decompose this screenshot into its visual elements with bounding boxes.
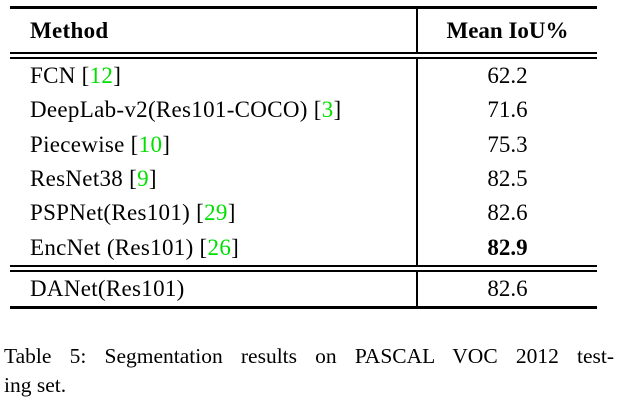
table-top-rule xyxy=(10,6,597,9)
mean-iou-value: 82.6 xyxy=(416,271,597,306)
table-caption: Table 5: Segmentation results on PASCAL … xyxy=(4,342,614,400)
table-row: DANet(Res101) 82.6 xyxy=(10,271,597,306)
column-header-mean-iou: Mean IoU% xyxy=(416,9,597,52)
method-cell: DeepLab-v2(Res101-COCO) [3] xyxy=(10,93,416,127)
citation-link[interactable]: [10] xyxy=(131,132,171,158)
method-cell: PSPNet(Res101) [29] xyxy=(10,196,416,230)
citation-number[interactable]: 10 xyxy=(138,131,163,157)
table-footer: DANet(Res101) 82.6 xyxy=(10,271,597,306)
method-cell: FCN [12] xyxy=(10,59,416,93)
citation-number[interactable]: 29 xyxy=(204,200,228,226)
citation-link[interactable]: [3] xyxy=(314,97,342,123)
citation-link[interactable]: [12] xyxy=(82,63,122,89)
table-row: DeepLab-v2(Res101-COCO) [3] 71.6 xyxy=(10,93,597,128)
table-row: ResNet38 [9] 82.5 xyxy=(10,161,597,197)
caption-line: Table 5: Segmentation results on PASCAL … xyxy=(4,344,614,368)
citation-number[interactable]: 26 xyxy=(207,234,232,260)
table-bottom-rule xyxy=(10,305,597,309)
method-name: EncNet (Res101) xyxy=(30,234,194,260)
citation-number[interactable]: 3 xyxy=(321,97,334,123)
method-name: Piecewise xyxy=(30,131,125,157)
mean-iou-value: 75.3 xyxy=(416,127,597,162)
citation-number[interactable]: 9 xyxy=(137,166,149,192)
mean-iou-value: 82.5 xyxy=(416,161,597,197)
results-table: Method Mean IoU% FCN [12] 62.2 DeepLab-v… xyxy=(10,6,597,309)
mean-iou-value: 82.6 xyxy=(416,196,597,231)
citation-bracket-close: ] xyxy=(227,200,236,226)
method-name: ResNet38 xyxy=(30,166,124,192)
mean-iou-value: 71.6 xyxy=(416,93,597,128)
citation-number[interactable]: 12 xyxy=(89,63,114,89)
body-footer-divider-double-rule xyxy=(10,264,597,272)
citation-bracket-open: [ xyxy=(199,234,208,260)
citation-link[interactable]: [29] xyxy=(196,200,236,226)
caption-line: ing set. xyxy=(4,373,67,397)
citation-bracket-close: ] xyxy=(333,97,342,123)
citation-link[interactable]: [26] xyxy=(200,235,240,261)
column-header-method: Method xyxy=(30,17,109,43)
citation-bracket-open: [ xyxy=(130,131,139,157)
method-name: FCN xyxy=(30,63,76,89)
header-divider-double-rule xyxy=(10,52,597,59)
table-header-row: Method Mean IoU% xyxy=(10,9,597,52)
table-row: PSPNet(Res101) [29] 82.6 xyxy=(10,196,597,231)
citation-bracket-open: [ xyxy=(81,63,90,89)
citation-bracket-open: [ xyxy=(129,166,138,192)
table-body: FCN [12] 62.2 DeepLab-v2(Res101-COCO) [3… xyxy=(10,59,597,265)
method-name: DANet(Res101) xyxy=(30,275,185,301)
citation-bracket-close: ] xyxy=(148,166,157,192)
method-name: DeepLab-v2(Res101-COCO) xyxy=(30,97,308,123)
citation-bracket-open: [ xyxy=(313,97,322,123)
citation-bracket-close: ] xyxy=(231,234,240,260)
table-row: Piecewise [10] 75.3 xyxy=(10,127,597,162)
citation-link[interactable]: [9] xyxy=(129,166,157,192)
method-cell: Piecewise [10] xyxy=(10,128,416,162)
method-cell: ResNet38 [9] xyxy=(10,162,416,196)
mean-iou-value: 62.2 xyxy=(416,59,597,94)
citation-bracket-close: ] xyxy=(162,131,171,157)
method-cell: EncNet (Res101) [26] xyxy=(10,230,416,264)
citation-bracket-close: ] xyxy=(113,63,122,89)
table-row: EncNet (Res101) [26] 82.9 xyxy=(10,230,597,265)
citation-bracket-open: [ xyxy=(196,200,205,226)
mean-iou-value: 82.9 xyxy=(416,230,597,265)
method-name: PSPNet(Res101) xyxy=(30,200,191,226)
method-cell: DANet(Res101) xyxy=(10,272,416,306)
table-row: FCN [12] 62.2 xyxy=(10,59,597,94)
